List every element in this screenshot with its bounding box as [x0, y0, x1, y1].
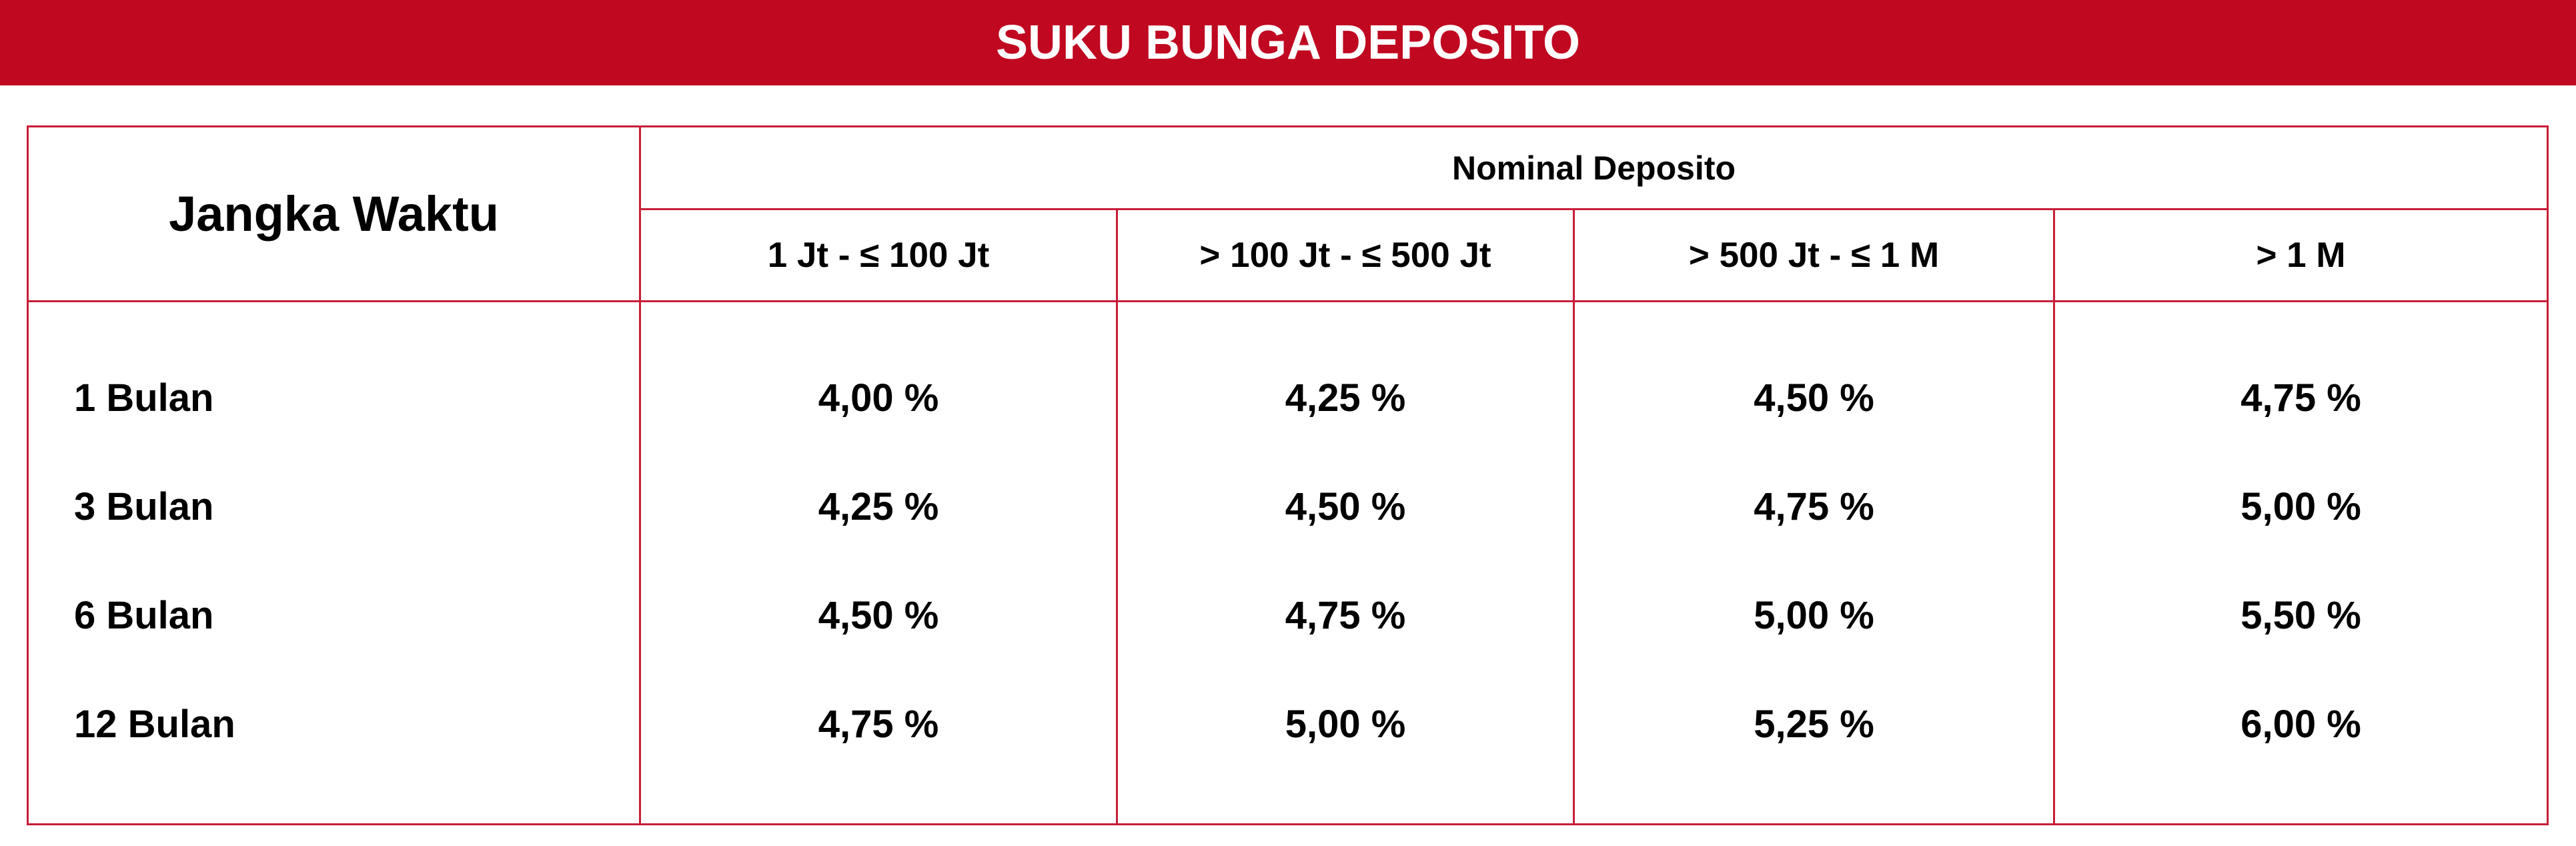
- column-header-label: > 100 Jt - ≤ 500 Jt: [1199, 236, 1491, 275]
- rate-cell: 4,75 %: [2240, 376, 2361, 420]
- rate-cell: 4,75 %: [1285, 593, 1406, 637]
- term-header-label: Jangka Waktu: [169, 186, 499, 242]
- rate-cell: 5,00 %: [1754, 593, 1874, 637]
- rate-cell: 5,50 %: [2240, 593, 2361, 637]
- rate-cell: 5,00 %: [1285, 702, 1406, 746]
- term-label: 12 Bulan: [74, 702, 235, 746]
- table-divider: [639, 127, 641, 823]
- deposit-rate-table: Jangka Waktu Nominal Deposito 1 Jt - ≤ 1…: [27, 125, 2549, 825]
- rate-cell: 5,00 %: [2240, 484, 2361, 528]
- rate-cell: 4,25 %: [1285, 376, 1406, 420]
- column-header-label: 1 Jt - ≤ 100 Jt: [767, 236, 990, 275]
- rate-cell: 4,50 %: [1285, 484, 1406, 528]
- column-header: > 1 M: [2055, 210, 2547, 300]
- column-header: > 500 Jt - ≤ 1 M: [1575, 210, 2053, 300]
- rate-cell: 4,50 %: [818, 593, 939, 637]
- rate-cell: 5,25 %: [1754, 702, 1874, 746]
- column-header-label: > 500 Jt - ≤ 1 M: [1688, 236, 1940, 275]
- column-header-label: > 1 M: [2256, 236, 2346, 275]
- table-divider: [2053, 210, 2055, 823]
- rate-cell: 4,75 %: [1754, 484, 1874, 528]
- term-column-header: Jangka Waktu: [29, 127, 639, 300]
- term-label: 1 Bulan: [74, 376, 214, 420]
- term-label: 6 Bulan: [74, 593, 214, 637]
- rate-cell: 4,75 %: [818, 702, 939, 746]
- column-header: > 100 Jt - ≤ 500 Jt: [1118, 210, 1573, 300]
- title-banner: SUKU BUNGA DEPOSITO: [0, 0, 2576, 85]
- nominal-header-label: Nominal Deposito: [1451, 149, 1736, 187]
- rate-cell: 4,25 %: [818, 484, 939, 528]
- table-divider: [1116, 210, 1118, 823]
- table-divider: [641, 208, 2547, 210]
- term-label: 3 Bulan: [74, 484, 214, 528]
- rate-cell: 4,00 %: [818, 376, 939, 420]
- rate-cell: 6,00 %: [2240, 702, 2361, 746]
- nominal-group-header: Nominal Deposito: [641, 127, 2547, 208]
- rate-cell: 4,50 %: [1754, 376, 1874, 420]
- page-title: SUKU BUNGA DEPOSITO: [995, 16, 1581, 69]
- table-divider: [29, 300, 2547, 302]
- column-header: 1 Jt - ≤ 100 Jt: [641, 210, 1116, 300]
- table-divider: [1573, 210, 1575, 823]
